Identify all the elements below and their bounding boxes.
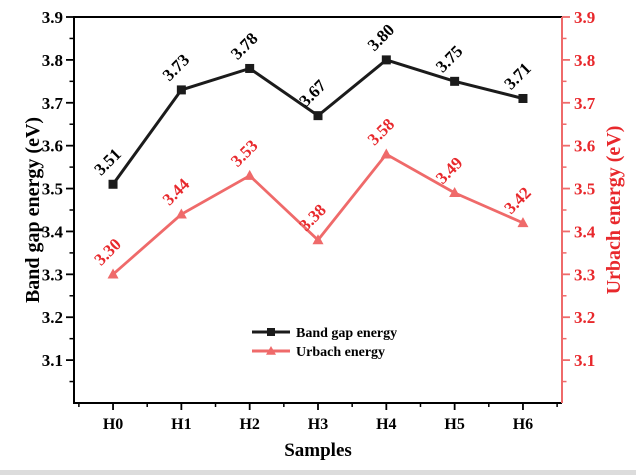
data-point-triangle-marker xyxy=(312,234,324,245)
data-point-triangle-marker xyxy=(244,169,256,180)
category-label: H3 xyxy=(308,416,328,433)
data-point-square-marker xyxy=(381,55,391,65)
right-tick-label: 3.2 xyxy=(574,308,595,327)
data-point-triangle-marker xyxy=(380,148,392,159)
left-tick-label: 3.3 xyxy=(42,265,63,284)
data-point-label: 3.73 xyxy=(159,50,193,84)
right-tick-label: 3.5 xyxy=(574,180,595,199)
data-point-square-marker xyxy=(176,85,186,95)
left-tick-label: 3.9 xyxy=(42,8,63,27)
page-bottom-edge xyxy=(0,470,636,475)
left-tick-label: 3.7 xyxy=(42,94,64,113)
category-label: H6 xyxy=(513,416,533,433)
category-label: H2 xyxy=(239,416,259,433)
left-tick-label: 3.6 xyxy=(42,137,63,156)
data-point-label: 3.71 xyxy=(500,59,534,93)
category-label: H0 xyxy=(103,416,123,433)
legend-item-label: Urbach energy xyxy=(296,345,385,360)
data-point-label: 3.75 xyxy=(432,42,466,76)
data-point-square-marker xyxy=(313,111,323,121)
data-point-label: 3.58 xyxy=(364,115,398,149)
data-point-square-marker xyxy=(518,93,528,103)
left-tick-label: 3.2 xyxy=(42,308,63,327)
right-tick-label: 3.3 xyxy=(574,265,595,284)
x-axis-title: Samples xyxy=(284,440,352,461)
category-label: H5 xyxy=(444,416,464,433)
data-point-triangle-marker xyxy=(449,187,461,198)
data-point-square-marker xyxy=(108,179,118,189)
category-label: H4 xyxy=(376,416,396,433)
left-tick-label: 3.8 xyxy=(42,51,63,70)
right-tick-label: 3.7 xyxy=(574,94,596,113)
left-tick-label: 3.5 xyxy=(42,180,63,199)
data-point-label: 3.80 xyxy=(364,20,398,54)
right-tick-label: 3.9 xyxy=(574,8,595,27)
data-point-label: 3.44 xyxy=(159,174,194,209)
right-tick-label: 3.6 xyxy=(574,137,595,156)
data-point-label: 3.53 xyxy=(227,136,261,170)
legend-square-marker xyxy=(267,328,275,336)
left-tick-label: 3.1 xyxy=(42,351,63,370)
legend-item-label: Band gap energy xyxy=(296,326,397,341)
data-point-triangle-marker xyxy=(175,208,187,219)
data-point-square-marker xyxy=(450,76,460,86)
data-point-triangle-marker xyxy=(517,217,529,228)
data-point-label: 3.42 xyxy=(500,183,534,217)
right-tick-label: 3.8 xyxy=(574,51,595,70)
y-axis-left-title: Band gap energy (eV) xyxy=(22,117,44,303)
left-tick-label: 3.4 xyxy=(42,222,64,241)
data-point-square-marker xyxy=(245,63,255,73)
right-tick-label: 3.4 xyxy=(574,222,596,241)
y-axis-right-title: Urbach energy (eV) xyxy=(603,126,625,295)
category-label: H1 xyxy=(171,416,191,433)
legend-triangle-marker xyxy=(266,346,276,355)
data-point-label: 3.78 xyxy=(227,29,261,63)
right-tick-label: 3.1 xyxy=(574,351,595,370)
data-point-label: 3.30 xyxy=(90,235,124,269)
data-point-triangle-marker xyxy=(107,268,119,279)
